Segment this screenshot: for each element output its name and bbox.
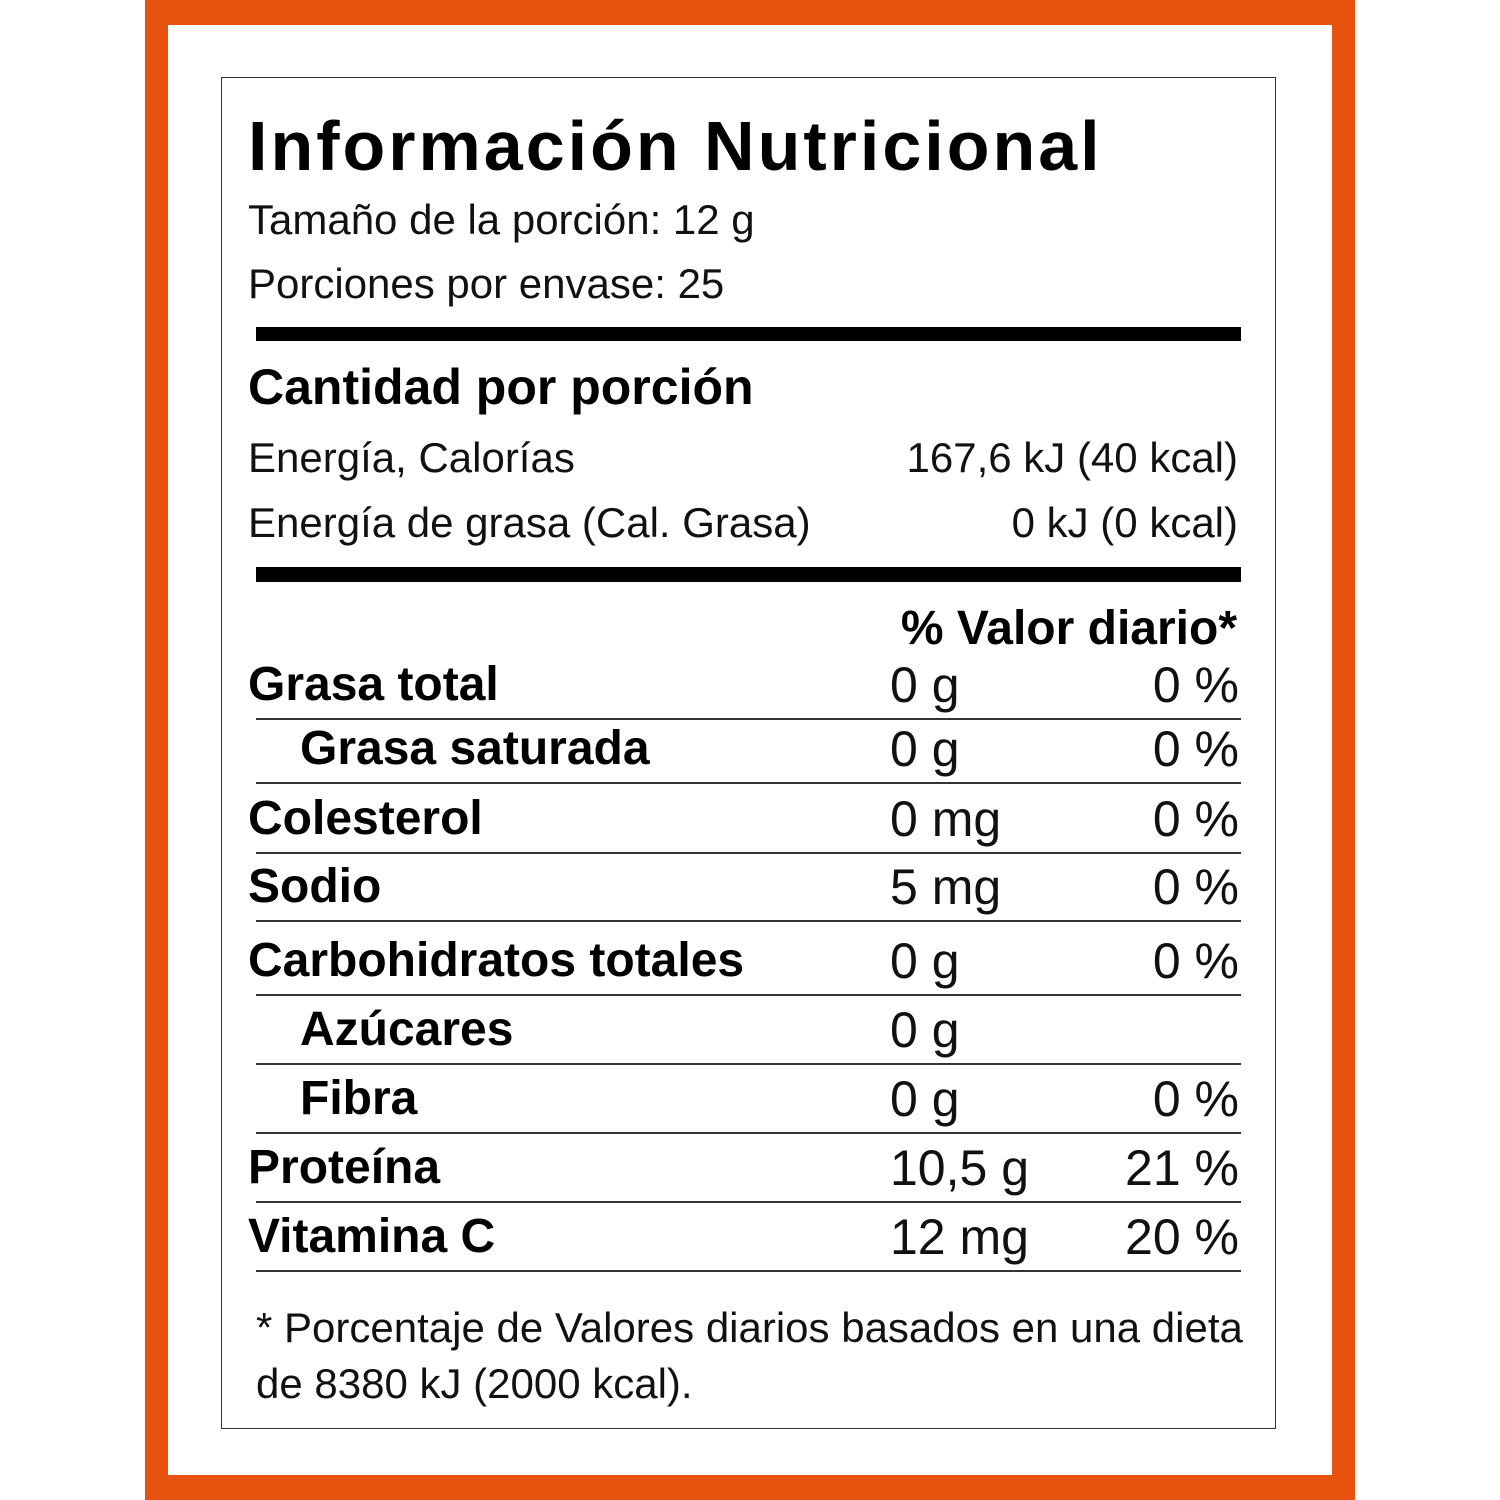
nutrient-name: Azúcares [300,1003,514,1056]
label-title: Información Nutricional [248,107,1103,185]
nutrient-row: Colesterol 0 mg 0 % [248,790,1241,850]
paper-background [168,25,1332,1475]
nutrient-daily-value: 0 % [1152,859,1239,915]
nutrient-name: Fibra [300,1072,418,1125]
nutrient-daily-value: 0 % [1152,1071,1239,1127]
nutrient-amount: 0 mg [890,791,1002,847]
nutrient-amount: 0 g [890,1002,960,1058]
nutrient-daily-value: 0 % [1152,791,1239,847]
nutrient-daily-value: 0 % [1152,721,1239,777]
nutrient-amount: 0 g [890,1071,960,1127]
nutrient-daily-value: 20 % [1125,1209,1239,1265]
nutrition-label: Información Nutricional Tamaño de la por… [221,77,1276,1429]
nutrient-amount: 0 g [890,657,960,713]
nutrient-name: Carbohidratos totales [248,934,745,987]
row-divider [256,1270,1241,1272]
energy-value: 167,6 kJ (40 kcal) [906,434,1239,481]
serving-size: Tamaño de la porción: 12 g [248,196,755,243]
nutrient-row: Azúcares 0 g [248,1001,1241,1061]
nutrient-name: Colesterol [248,792,483,845]
fat-energy-value: 0 kJ (0 kcal) [1011,499,1238,546]
row-divider [256,852,1241,854]
thick-divider [256,567,1241,582]
nutrient-amount: 12 mg [890,1209,1029,1265]
nutrient-row: Proteína 10,5 g 21 % [248,1139,1241,1199]
nutrient-row: Grasa total 0 g 0 % [248,656,1241,716]
nutrient-row: Fibra 0 g 0 % [248,1070,1241,1130]
row-divider [256,718,1241,720]
row-divider [256,1201,1241,1203]
row-divider [256,920,1241,922]
footnote: * Porcentaje de Valores diarios basados … [256,1304,1243,1407]
amount-per-serving-heading: Cantidad por porción [248,359,754,415]
row-divider [256,1063,1241,1065]
nutrient-amount: 0 g [890,933,960,989]
daily-value-header: % Valor diario* [900,602,1237,655]
fat-energy-label: Energía de grasa (Cal. Grasa) [248,499,811,546]
nutrient-name: Proteína [248,1141,441,1194]
row-divider [256,994,1241,996]
thick-divider [256,327,1241,341]
fat-energy-row: Energía de grasa (Cal. Grasa) 0 kJ (0 kc… [248,499,1238,547]
servings-per-container: Porciones por envase: 25 [248,260,725,307]
nutrient-daily-value: 0 % [1152,933,1239,989]
energy-row: Energía, Calorías 167,6 kJ (40 kcal) [248,434,1238,482]
row-divider [256,782,1241,784]
energy-label: Energía, Calorías [248,434,575,481]
nutrient-name: Grasa total [248,658,499,711]
nutrient-amount: 0 g [890,721,960,777]
nutrient-row: Carbohidratos totales 0 g 0 % [248,932,1241,992]
nutrient-amount: 10,5 g [890,1140,1030,1196]
nutrient-row: Grasa saturada 0 g 0 % [248,720,1241,780]
nutrient-row: Sodio 5 mg 0 % [248,858,1241,918]
nutrient-name: Grasa saturada [300,722,650,775]
nutrient-row: Vitamina C 12 mg 20 % [248,1208,1241,1268]
row-divider [256,1132,1241,1134]
nutrient-name: Vitamina C [248,1210,496,1263]
nutrient-amount: 5 mg [890,859,1002,915]
nutrient-daily-value: 21 % [1125,1140,1239,1196]
nutrient-daily-value: 0 % [1152,657,1239,713]
nutrient-name: Sodio [248,860,382,913]
